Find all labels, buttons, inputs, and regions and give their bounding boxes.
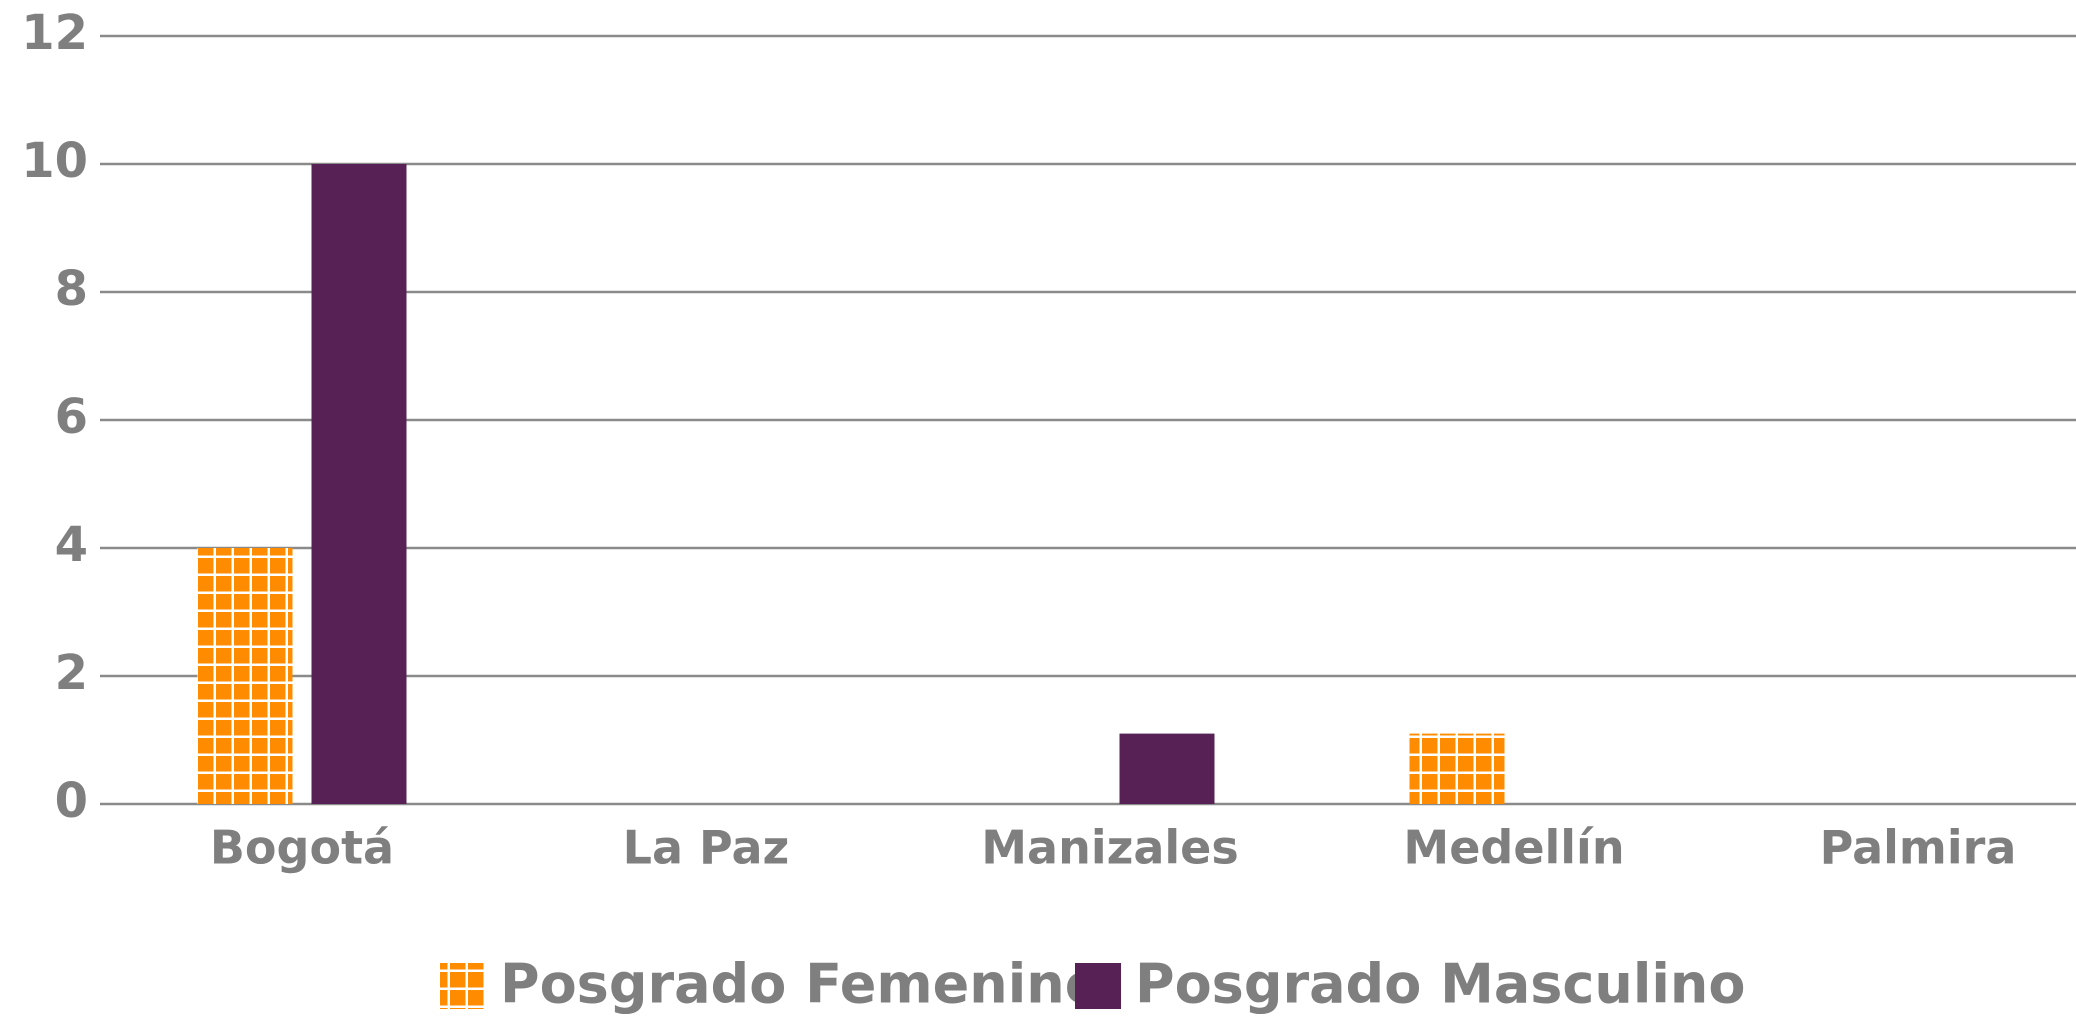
bar — [197, 548, 293, 804]
x-tick-label: Medellín — [1403, 821, 1624, 875]
x-tick-label: La Paz — [623, 821, 790, 875]
y-tick-label: 2 — [55, 645, 88, 701]
legend-label: Posgrado Masculino — [1135, 953, 1745, 1016]
bar — [1409, 733, 1505, 804]
x-tick-label: Manizales — [981, 821, 1239, 875]
legend-swatch — [440, 963, 486, 1009]
y-tick-label: 12 — [21, 5, 88, 61]
y-tick-label: 6 — [55, 389, 88, 445]
x-tick-label: Palmira — [1820, 821, 2017, 875]
y-tick-label: 8 — [55, 261, 88, 317]
y-tick-label: 4 — [55, 517, 88, 573]
bar — [311, 164, 407, 804]
legend-label: Posgrado Femenino — [500, 953, 1102, 1016]
y-tick-label: 0 — [55, 773, 88, 829]
legend-swatch — [1075, 963, 1121, 1009]
x-tick-label: Bogotá — [210, 821, 394, 875]
y-tick-label: 10 — [21, 133, 88, 189]
bar — [1119, 733, 1215, 804]
